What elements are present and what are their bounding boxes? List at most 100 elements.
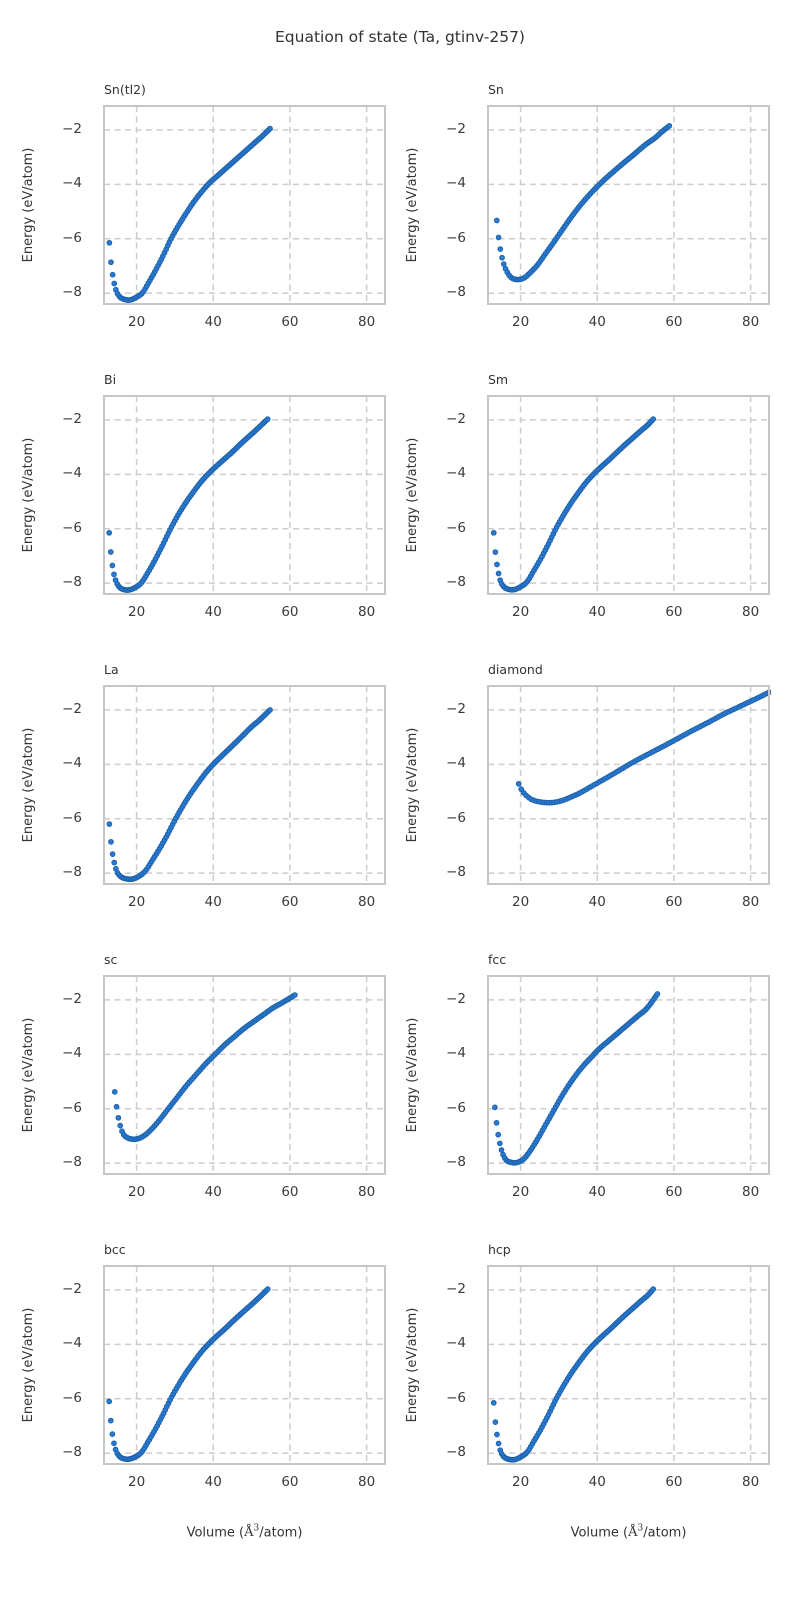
axes-spines [487, 105, 770, 305]
y-tick-label: −6 [446, 1099, 466, 1116]
y-tick-label: −6 [62, 809, 82, 826]
angstrom-cubed-symbol: Å3 [628, 1524, 644, 1541]
axes-spines [103, 975, 386, 1175]
x-tick-label: 40 [204, 1184, 222, 1200]
y-tick-label: −4 [62, 1045, 82, 1062]
y-tick-label: −2 [62, 700, 82, 717]
subplot-title: fcc [488, 952, 507, 967]
y-tick-label: −8 [62, 574, 82, 591]
y-axis-label: Energy (eV/atom) [405, 1017, 420, 1133]
x-tick-label: 20 [127, 1184, 146, 1200]
eos-scatter-series [106, 125, 273, 303]
x-tick-label: 20 [511, 894, 530, 910]
x-tick-label: 60 [665, 604, 683, 620]
plot-area [103, 1265, 386, 1465]
grid-lines [488, 396, 769, 594]
plot-area [487, 685, 771, 885]
x-tick-label: 80 [358, 314, 376, 330]
x-tick-label: 40 [204, 604, 222, 620]
x-tick-label: 60 [281, 1184, 299, 1200]
x-tick-label: 20 [511, 1474, 530, 1490]
axes-spines [487, 685, 770, 885]
subplot-title: Sn [488, 82, 504, 97]
plot-area [487, 1265, 770, 1465]
eos-scatter-series [493, 123, 673, 283]
x-tick-label: 40 [204, 1474, 222, 1490]
grid-lines [104, 976, 385, 1174]
subplot-title: sc [104, 952, 118, 967]
eos-scatter-series [106, 707, 273, 883]
eos-scatter-series [490, 1286, 657, 1463]
y-tick-label: −4 [446, 1335, 466, 1352]
subplot-title: La [104, 662, 119, 677]
y-tick-label: −2 [446, 120, 466, 137]
y-tick-label: −8 [62, 864, 82, 881]
eos-scatter-series [515, 689, 771, 806]
y-tick-label: −2 [446, 700, 466, 717]
y-tick-label: −6 [446, 1389, 466, 1406]
grid-lines [488, 1266, 769, 1464]
subplot-title: bcc [104, 1242, 126, 1257]
y-tick-label: −4 [62, 175, 82, 192]
x-tick-label: 80 [742, 894, 760, 910]
y-tick-label: −4 [446, 755, 466, 772]
subplot-title: Sm [488, 372, 509, 387]
y-tick-label: −8 [62, 284, 82, 301]
subplot-title: hcp [488, 1242, 511, 1257]
x-tick-label: 80 [742, 314, 760, 330]
axes-spines [103, 105, 386, 305]
x-tick-label: 40 [588, 1474, 606, 1490]
x-axis-label: Volume (Å3/atom) [570, 1524, 687, 1541]
x-tick-label: 40 [588, 894, 606, 910]
grid-lines [104, 396, 385, 594]
axes-spines [103, 395, 386, 595]
plot-area [103, 975, 386, 1175]
y-tick-label: −8 [62, 1444, 82, 1461]
y-tick-label: −2 [62, 990, 82, 1007]
y-tick-label: −2 [62, 120, 82, 137]
plot-area [487, 975, 770, 1175]
eos-scatter-series [492, 991, 661, 1166]
y-axis-label: Energy (eV/atom) [405, 147, 420, 263]
x-tick-label: 40 [204, 314, 222, 330]
x-tick-label: 80 [358, 1184, 376, 1200]
y-axis-label: Energy (eV/atom) [21, 147, 36, 263]
plot-area [487, 105, 770, 305]
axes-spines [487, 395, 770, 595]
x-tick-label: 80 [742, 604, 760, 620]
y-tick-label: −4 [62, 1335, 82, 1352]
angstrom-cubed-symbol: Å3 [244, 1524, 260, 1541]
eos-scatter-series [490, 416, 657, 593]
subplot-title: diamond [488, 662, 543, 677]
plot-area [103, 105, 386, 305]
subplot-title: Sn(tl2) [104, 82, 146, 97]
eos-scatter-series [106, 416, 271, 593]
x-tick-label: 80 [742, 1474, 760, 1490]
y-tick-label: −2 [446, 410, 466, 427]
y-axis-label: Energy (eV/atom) [21, 437, 36, 553]
y-tick-label: −6 [446, 519, 466, 536]
y-tick-label: −2 [446, 1280, 466, 1297]
plot-area [103, 685, 386, 885]
x-tick-label: 80 [742, 1184, 760, 1200]
y-tick-label: −4 [446, 175, 466, 192]
y-tick-label: −4 [446, 1045, 466, 1062]
y-tick-label: −8 [446, 1154, 466, 1171]
x-tick-label: 20 [127, 1474, 146, 1490]
y-axis-label: Energy (eV/atom) [405, 727, 420, 843]
y-tick-label: −4 [62, 465, 82, 482]
x-tick-label: 60 [281, 604, 299, 620]
axes-spines [103, 685, 386, 885]
grid-lines [104, 106, 385, 304]
axes-spines [487, 1265, 770, 1465]
x-tick-label: 20 [127, 314, 146, 330]
y-axis-label: Energy (eV/atom) [21, 1307, 36, 1423]
x-tick-label: 60 [665, 314, 683, 330]
x-tick-label: 40 [588, 604, 606, 620]
y-tick-label: −6 [446, 229, 466, 246]
y-tick-label: −8 [446, 574, 466, 591]
x-tick-label: 80 [358, 894, 376, 910]
plot-area [487, 395, 770, 595]
grid-lines [488, 106, 769, 304]
grid-lines [104, 1266, 385, 1464]
